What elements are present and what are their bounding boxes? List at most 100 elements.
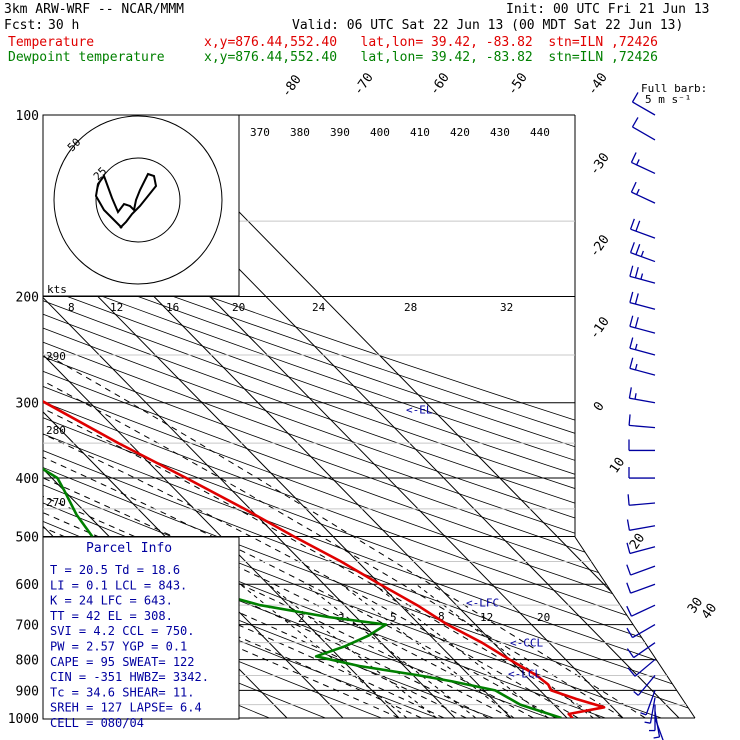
barb-half [634, 343, 638, 350]
wind-barb [630, 152, 656, 175]
isotherm-label: 40 [699, 601, 720, 622]
isotherm-line [43, 115, 456, 718]
barb-half [636, 188, 640, 195]
mixing-ratio-label: 5 [390, 611, 397, 624]
wind-barb [628, 387, 656, 404]
barb-half [636, 159, 640, 166]
model-title: 3km ARW-WRF -- NCAR/MMM [4, 2, 185, 17]
wind-barb [649, 704, 656, 732]
barb-staff [629, 424, 656, 429]
mixing-ratio-label: 20 [537, 611, 550, 624]
isotherm-line [43, 115, 512, 718]
wind-barb [627, 659, 656, 677]
pressure-label: 800 [16, 654, 39, 669]
barb-half [634, 393, 637, 400]
barb-full [634, 293, 639, 305]
barb-half [640, 712, 647, 716]
barb-staff [629, 275, 656, 284]
theta-label: 420 [450, 126, 470, 139]
wind-barb [626, 542, 656, 555]
barb-staff [632, 624, 656, 639]
barb-staff [629, 397, 656, 404]
theta-label: 380 [290, 126, 310, 139]
wind-barb [628, 414, 656, 429]
theta-label: 430 [490, 126, 510, 139]
barb-staff [629, 546, 656, 555]
barb-full [626, 582, 632, 594]
isotherm-line [43, 115, 400, 718]
temperature-legend: Temperature [8, 35, 95, 50]
barb-full [630, 152, 637, 163]
pressure-label: 100 [16, 109, 39, 124]
wind-barb [626, 624, 656, 639]
wind-barb [630, 181, 656, 204]
barb-staff [637, 675, 656, 696]
barb-full [634, 317, 639, 329]
hodograph-ring-50 [53, 115, 223, 285]
isotherm-label: -80 [279, 72, 305, 100]
barb-staff [629, 367, 656, 376]
isotherm-label: -70 [351, 70, 377, 98]
barb-full [635, 220, 641, 232]
wind-key-line1: Full barb: [641, 82, 707, 95]
barb-staff [629, 525, 656, 531]
barb-staff [634, 659, 656, 677]
theta-e-label: 16 [166, 301, 179, 314]
init-time: Init: 00 UTC Fri 21 Jun 13 [506, 2, 710, 17]
barb-full [631, 92, 639, 103]
wind-barb [626, 604, 656, 617]
forecast-hour: 30 h [48, 18, 80, 33]
wind-barb [629, 357, 656, 376]
barb-staff [649, 697, 656, 724]
barb-full [629, 242, 635, 253]
theta-e-label: 24 [312, 301, 326, 314]
parcel-info-row: SVI = 4.2 CCL = 750. [50, 624, 195, 638]
barb-half [633, 691, 639, 696]
wind-barb [629, 265, 656, 284]
level-markers: <-EL <-LFC <-CCL <-LCL [406, 404, 543, 681]
wind-barb [644, 697, 656, 724]
pressure-label: 500 [16, 530, 39, 545]
barb-full [629, 291, 634, 303]
barb-half [634, 363, 638, 371]
isotherm-line [43, 115, 344, 718]
theta-left-label: 270 [46, 496, 66, 509]
isotherm-label: 0 [591, 399, 608, 414]
parcel-info-row: K = 24 LFC = 643. [50, 594, 173, 608]
barb-staff [629, 502, 656, 506]
parcel-info-row: LI = 0.1 LCL = 843. [50, 578, 187, 592]
mixing-ratio-label: 12 [480, 611, 493, 624]
theta-left-label: 280 [46, 424, 66, 437]
theta-e-label: 32 [500, 301, 513, 314]
parcel-info-row: T = 20.5 Td = 18.6 [50, 563, 180, 577]
barb-full [629, 265, 634, 277]
theta-left-label: 290 [46, 350, 66, 363]
barb-full [626, 605, 633, 617]
barb-staff [645, 690, 656, 716]
parcel-info-row: CAPE = 95 SWEAT= 122 [50, 655, 195, 669]
wind-barb [631, 92, 656, 116]
isotherm-line [0, 115, 7, 718]
parcel-info-row: PW = 2.57 YGP = 0.1 [50, 640, 187, 654]
isotherm-label: -20 [587, 232, 613, 260]
temperature-location: x,y=876.44,552.40 lat,lon= 39.42, -83.82… [204, 35, 658, 50]
mixing-ratio-label: 2 [298, 612, 305, 625]
barb-staff [630, 252, 656, 263]
theta-e-label: 12 [110, 301, 123, 314]
wind-barb [628, 439, 655, 452]
moist-adiabat [43, 296, 400, 718]
barb-full [630, 181, 637, 193]
theta-e-label: 20 [232, 301, 245, 314]
barb-staff [629, 301, 656, 310]
barb-full [635, 244, 641, 255]
barb-full [629, 357, 634, 369]
dewpoint-location: x,y=876.44,552.40 lat,lon= 39.42, -83.82… [204, 50, 658, 65]
wind-barb [629, 291, 656, 310]
pressure-label: 300 [16, 397, 39, 412]
forecast-label: Fcst: [4, 18, 44, 33]
temperature-profile [43, 115, 606, 718]
hodograph-unit: kts [47, 283, 67, 296]
barb-full [626, 648, 635, 658]
barb-full [629, 337, 634, 349]
